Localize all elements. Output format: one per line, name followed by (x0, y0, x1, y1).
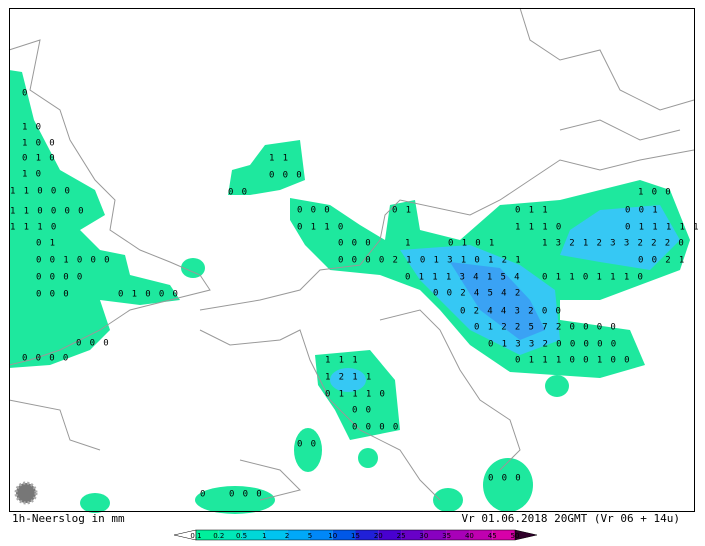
grid-value: 0 0 0 0 (352, 423, 400, 433)
grid-value: 0 0 0 (338, 239, 372, 249)
colorbar-swatch (218, 530, 242, 540)
grid-value: 1 1 0 0 0 0 (10, 207, 85, 217)
grid-value: 0 0 0 (36, 290, 70, 300)
grid-value: 0 0 2 1 (638, 256, 686, 266)
colorbar-swatch (378, 530, 402, 540)
grid-value: 1 1 1 0 (515, 223, 563, 233)
colorbar-swatch (332, 530, 356, 540)
colorbar-swatch (355, 530, 379, 540)
colorbar: 0.1 0.2 0.5 1 2 5 10 15 20 25 30 35 40 45 50 (173, 529, 538, 541)
grid-value: 1 0 0 (638, 188, 672, 198)
grid-value: 1 2 1 1 (325, 373, 373, 383)
grid-value: 1 0 0 (22, 139, 56, 149)
grid-value: 0 1 1 1 0 (325, 390, 386, 400)
grid-value: 0 1 2 2 5 7 2 0 0 0 0 (474, 323, 617, 333)
grid-value: 0 0 0 0 2 1 0 1 3 1 0 1 2 1 (338, 256, 522, 266)
grid-value: 0 1 (36, 239, 56, 249)
colorbar-swatch (446, 530, 470, 540)
colorbar-label: 35 (442, 532, 451, 540)
precip-areas (9, 70, 690, 514)
grid-value: 0 1 0 0 0 (118, 290, 179, 300)
colorbar-label: 25 (397, 532, 406, 540)
colorbar-label: 1 (262, 532, 266, 540)
valid-time: Vr 01.06.2018 20GMT (Vr 06 + 14u) (461, 512, 680, 525)
colorbar-swatch (309, 530, 333, 540)
grid-value: 0 1 1 1 3 4 1 5 4 (405, 273, 521, 283)
grid-value: 0 0 1 (625, 206, 659, 216)
colorbar-swatch (469, 530, 493, 540)
colorbar-label: 2 (285, 532, 289, 540)
colorbar-label: 0.1 (190, 532, 201, 540)
grid-value: 0 1 0 (22, 154, 56, 164)
grid-value: 0 0 0 0 (36, 273, 84, 283)
grid-value: 0 0 0 (269, 171, 303, 181)
colorbar-label: 20 (374, 532, 383, 540)
grid-value: 0 0 2 4 5 4 2 (433, 289, 522, 299)
grid-value: 0 1 3 3 2 0 0 0 0 0 (488, 340, 618, 350)
grid-value: 0 1 (392, 206, 412, 216)
grid-value: 0 (200, 490, 207, 500)
colorbar-swatch (287, 530, 310, 540)
colorbar-swatch (492, 530, 515, 540)
colorbar-swatch (196, 530, 219, 540)
grid-value: 1 1 (269, 154, 289, 164)
grid-value: 0 0 (352, 406, 372, 416)
grid-value: 0 0 0 (488, 474, 522, 484)
grid-value: 0 0 0 (297, 206, 331, 216)
grid-value: 1 3 2 1 2 3 3 2 2 2 0 (542, 239, 685, 249)
grid-value: 0 (22, 89, 29, 99)
map-frame (9, 8, 695, 512)
grid-value: 0 1 1 0 (297, 223, 345, 233)
grid-value: 0 1 1 0 1 1 1 0 (542, 273, 644, 283)
grid-value: 0 2 4 4 3 2 0 0 (460, 307, 562, 317)
grid-value: 0 0 1 0 0 0 (36, 256, 111, 266)
grid-value: 0 1 0 1 (448, 239, 496, 249)
colorbar-label: 5 (308, 532, 312, 540)
grid-value: 0 0 (297, 440, 317, 450)
colorbar-swatch (241, 530, 265, 540)
colorbar-label: 0.5 (236, 532, 247, 540)
colorbar-label: 10 (328, 532, 337, 540)
colorbar-label: 30 (419, 532, 428, 540)
grid-value: 1 1 1 0 (10, 223, 58, 233)
grid-value: 1 1 0 0 0 (10, 187, 71, 197)
colorbar-label: 40 (465, 532, 474, 540)
coastlines (8, 7, 695, 501)
grid-value: 0 0 0 0 (22, 354, 70, 364)
grid-values: 0 1 0 1 0 0 0 1 0 1 0 1 1 0 0 0 1 1 0 0 0 0 1 1… (10, 89, 700, 500)
grid-value: 0 0 0 (229, 490, 263, 500)
grid-value: 0 1 1 1 1 1 (625, 223, 700, 233)
grid-value: 0 0 0 (76, 339, 110, 349)
colorbar-swatch (401, 530, 424, 540)
colorbar-swatch (423, 530, 447, 540)
colorbar-label: 15 (351, 532, 360, 540)
colorbar-label: 0.2 (213, 532, 224, 540)
colorbar-label: 50 (511, 532, 520, 540)
grid-value: 1 0 (22, 170, 42, 180)
colorbar-frame (195, 529, 516, 541)
grid-value: 1 1 1 (325, 356, 359, 366)
grid-value: 1 0 (22, 123, 42, 133)
colorbar-swatch (264, 530, 288, 540)
logo (14, 481, 38, 505)
grid-value: 0 0 (228, 188, 248, 198)
grid-value: 0 1 1 1 0 0 1 0 0 (515, 356, 631, 366)
map-title: 1h-Neerslog in mm (12, 512, 125, 525)
colorbar-label: 45 (488, 532, 497, 540)
grid-value: 0 1 1 (515, 206, 549, 216)
grid-value: 1 (405, 239, 412, 249)
